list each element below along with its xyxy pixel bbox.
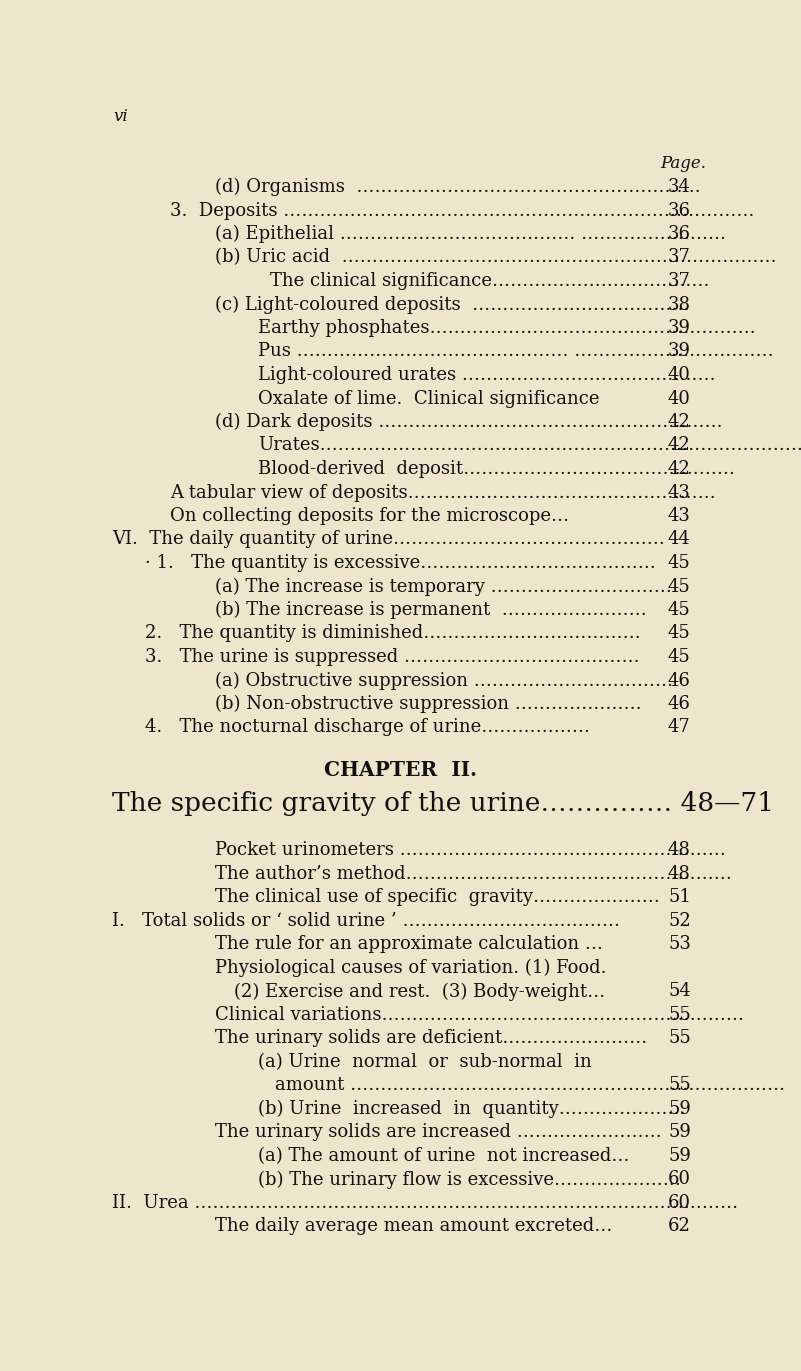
Text: (a) The increase is temporary …………………………: (a) The increase is temporary ………………………… <box>215 577 672 596</box>
Text: (c) Light-coloured deposits  ………………………………: (c) Light-coloured deposits ……………………………… <box>215 296 690 314</box>
Text: 39: 39 <box>668 319 691 337</box>
Text: The daily average mean amount excreted…: The daily average mean amount excreted… <box>215 1217 613 1235</box>
Text: 3.   The urine is suppressed …………………………………: 3. The urine is suppressed ………………………………… <box>145 648 640 666</box>
Text: (d) Organisms  …………………………………………………: (d) Organisms ………………………………………………… <box>215 178 701 196</box>
Text: 36: 36 <box>668 202 691 219</box>
Text: 48: 48 <box>668 865 691 883</box>
Text: 43: 43 <box>668 507 691 525</box>
Text: Light-coloured urates ……………………………………: Light-coloured urates …………………………………… <box>258 366 715 384</box>
Text: 48: 48 <box>668 842 691 860</box>
Text: · 1.   The quantity is excessive…………………………………: · 1. The quantity is excessive…………………………… <box>145 554 656 572</box>
Text: (b) The urinary flow is excessive…………………: (b) The urinary flow is excessive………………… <box>258 1171 681 1189</box>
Text: vi: vi <box>113 108 127 125</box>
Text: 43: 43 <box>668 484 691 502</box>
Text: 62: 62 <box>668 1217 691 1235</box>
Text: On collecting deposits for the microscope…: On collecting deposits for the microscop… <box>170 507 570 525</box>
Text: 55: 55 <box>668 1006 690 1024</box>
Text: 60: 60 <box>668 1194 691 1212</box>
Text: 59: 59 <box>668 1148 691 1165</box>
Text: 55: 55 <box>668 1030 690 1047</box>
Text: 4.   The nocturnal discharge of urine………………: 4. The nocturnal discharge of urine……………… <box>145 718 590 736</box>
Text: Page.: Page. <box>660 155 706 171</box>
Text: I.   Total solids or ‘ solid urine ’ ………………………………: I. Total solids or ‘ solid urine ’ ……………… <box>112 912 620 930</box>
Text: (2) Exercise and rest.  (3) Body-weight…: (2) Exercise and rest. (3) Body-weight… <box>234 983 606 1001</box>
Text: 45: 45 <box>668 625 690 643</box>
Text: (b) The increase is permanent  ……………………: (b) The increase is permanent …………………… <box>215 600 646 620</box>
Text: Urates………………………………………………………………………: Urates……………………………………………………………………… <box>258 436 801 455</box>
Text: 40: 40 <box>668 366 691 384</box>
Text: Pocket urinometers ………………………………………………: Pocket urinometers ……………………………………………… <box>215 842 726 860</box>
Text: 45: 45 <box>668 554 690 572</box>
Text: VI.  The daily quantity of urine………………………………………: VI. The daily quantity of urine………………………… <box>112 531 665 548</box>
Text: 53: 53 <box>668 935 691 953</box>
Text: 38: 38 <box>668 296 691 314</box>
Text: II.  Urea ………………………………………………………………………………: II. Urea ……………………………………………………………………………… <box>112 1194 739 1212</box>
Text: The author’s method………………………………………………: The author’s method……………………………………………… <box>215 865 732 883</box>
Text: 45: 45 <box>668 577 690 595</box>
Text: 52: 52 <box>668 912 690 930</box>
Text: 2.   The quantity is diminished………………………………: 2. The quantity is diminished……………………………… <box>145 625 641 643</box>
Text: 60: 60 <box>668 1171 691 1189</box>
Text: (d) Dark deposits …………………………………………………: (d) Dark deposits ………………………………………………… <box>215 413 723 432</box>
Text: Physiological causes of variation. (1) Food.: Physiological causes of variation. (1) F… <box>215 958 606 978</box>
Text: 54: 54 <box>668 983 690 1001</box>
Text: The urinary solids are deficient……………………: The urinary solids are deficient…………………… <box>215 1030 647 1047</box>
Text: (a) The amount of urine  not increased…: (a) The amount of urine not increased… <box>258 1148 630 1165</box>
Text: 45: 45 <box>668 648 690 666</box>
Text: 47: 47 <box>668 718 690 736</box>
Text: 44: 44 <box>668 531 690 548</box>
Text: 55: 55 <box>668 1076 690 1094</box>
Text: 42: 42 <box>668 461 690 478</box>
Text: 42: 42 <box>668 413 690 430</box>
Text: The clinical significance………………………………: The clinical significance……………………………… <box>270 271 710 291</box>
Text: (b) Non-obstructive suppression …………………: (b) Non-obstructive suppression ………………… <box>215 695 642 713</box>
Text: amount ………………………………………………………………: amount ……………………………………………………………… <box>275 1076 785 1094</box>
Text: (a) Epithelial ………………………………… ……………………: (a) Epithelial ………………………………… …………………… <box>215 225 727 243</box>
Text: 46: 46 <box>668 695 691 713</box>
Text: Clinical variations……………………………………………………: Clinical variations…………………………………………………… <box>215 1006 744 1024</box>
Text: Oxalate of lime.  Clinical significance: Oxalate of lime. Clinical significance <box>258 389 599 407</box>
Text: 37: 37 <box>668 271 691 291</box>
Text: (a) Urine  normal  or  sub-normal  in: (a) Urine normal or sub-normal in <box>258 1053 592 1071</box>
Text: 34: 34 <box>668 178 691 196</box>
Text: Pus ……………………………………… ……………………………: Pus ……………………………………… …………………………… <box>258 343 774 361</box>
Text: (a) Obstructive suppression ……………………………: (a) Obstructive suppression …………………………… <box>215 672 673 690</box>
Text: A tabular view of deposits……………………………………………: A tabular view of deposits……………………………………… <box>170 484 716 502</box>
Text: Blood-derived  deposit………………………………………: Blood-derived deposit……………………………………… <box>258 461 735 478</box>
Text: (b) Urine  increased  in  quantity…………………: (b) Urine increased in quantity………………… <box>258 1100 686 1119</box>
Text: 59: 59 <box>668 1100 691 1117</box>
Text: 45: 45 <box>668 600 690 618</box>
Text: Earthy phosphates………………………………………………: Earthy phosphates……………………………………………… <box>258 319 756 337</box>
Text: 59: 59 <box>668 1123 691 1142</box>
Text: CHAPTER  II.: CHAPTER II. <box>324 760 477 780</box>
Text: 51: 51 <box>668 888 691 906</box>
Text: 40: 40 <box>668 389 691 407</box>
Text: 42: 42 <box>668 436 690 455</box>
Text: 3.  Deposits ……………………………………………………………………: 3. Deposits …………………………………………………………………… <box>170 202 755 219</box>
Text: 39: 39 <box>668 343 691 361</box>
Text: 36: 36 <box>668 225 691 243</box>
Text: The clinical use of specific  gravity…………………: The clinical use of specific gravity…………… <box>215 888 660 906</box>
Text: 46: 46 <box>668 672 691 690</box>
Text: (b) Uric acid  ………………………………………………………………: (b) Uric acid ……………………………………………………………… <box>215 248 777 266</box>
Text: 37: 37 <box>668 248 691 266</box>
Text: The urinary solids are increased ……………………: The urinary solids are increased …………………… <box>215 1123 662 1142</box>
Text: The specific gravity of the urine…………… 48—71: The specific gravity of the urine…………… 4… <box>112 791 774 817</box>
Text: The rule for an approximate calculation …: The rule for an approximate calculation … <box>215 935 603 953</box>
